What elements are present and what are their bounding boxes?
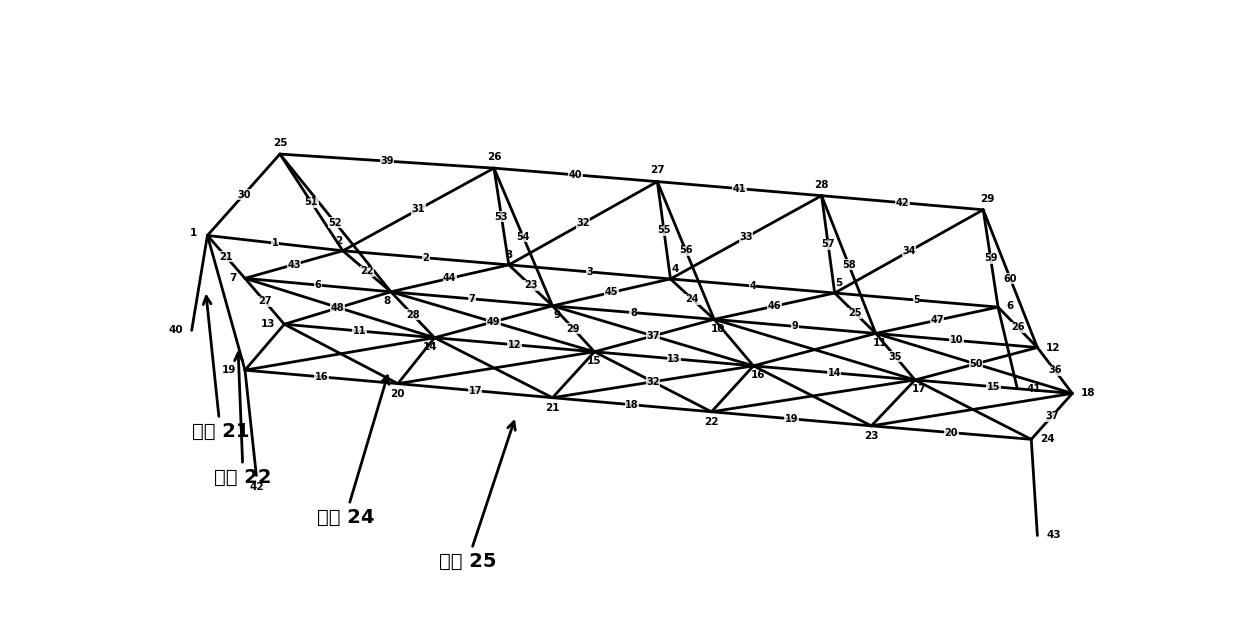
Text: 单元 24: 单元 24 [316, 376, 389, 527]
Text: 43: 43 [288, 259, 300, 270]
Text: 14: 14 [423, 342, 438, 352]
Text: 9: 9 [553, 310, 560, 320]
Text: 4: 4 [671, 264, 678, 274]
Text: 25: 25 [273, 138, 288, 148]
Text: 10: 10 [712, 324, 725, 334]
Text: 7: 7 [469, 294, 475, 304]
Text: 53: 53 [495, 212, 508, 221]
Text: 40: 40 [169, 326, 184, 335]
Text: 24: 24 [686, 294, 699, 304]
Text: 5: 5 [913, 295, 920, 305]
Text: 60: 60 [1003, 273, 1017, 284]
Text: 36: 36 [1048, 366, 1061, 375]
Text: 26: 26 [1011, 322, 1024, 332]
Text: 40: 40 [569, 170, 583, 180]
Text: 32: 32 [577, 218, 590, 228]
Text: 17: 17 [913, 384, 926, 394]
Text: 34: 34 [903, 246, 915, 256]
Text: 5: 5 [836, 278, 843, 288]
Text: 44: 44 [443, 273, 456, 283]
Text: 37: 37 [646, 331, 660, 341]
Text: 单元 25: 单元 25 [439, 422, 515, 570]
Text: 15: 15 [987, 382, 1001, 392]
Text: 30: 30 [237, 190, 250, 200]
Text: 26: 26 [487, 152, 501, 162]
Text: 21: 21 [546, 403, 559, 413]
Text: 9: 9 [791, 321, 799, 331]
Text: 59: 59 [983, 253, 997, 263]
Text: 23: 23 [864, 431, 879, 441]
Text: 51: 51 [305, 197, 319, 207]
Text: 11: 11 [873, 338, 888, 348]
Text: 48: 48 [331, 303, 345, 313]
Text: 3: 3 [587, 267, 593, 277]
Text: 49: 49 [487, 317, 500, 327]
Text: 55: 55 [657, 225, 671, 235]
Text: 1: 1 [190, 228, 197, 238]
Text: 20: 20 [391, 389, 405, 399]
Text: 56: 56 [680, 245, 692, 256]
Text: 58: 58 [842, 259, 856, 270]
Text: 12: 12 [507, 340, 521, 350]
Text: 57: 57 [821, 239, 835, 249]
Text: 46: 46 [768, 301, 781, 311]
Text: 29: 29 [567, 324, 580, 334]
Text: 43: 43 [1047, 530, 1060, 541]
Text: 33: 33 [739, 232, 753, 242]
Text: 8: 8 [383, 296, 391, 306]
Text: 22: 22 [704, 417, 719, 427]
Text: 单元 22: 单元 22 [215, 353, 272, 487]
Text: 27: 27 [258, 296, 272, 307]
Text: 29: 29 [981, 193, 994, 204]
Text: 45: 45 [605, 287, 619, 298]
Text: 22: 22 [360, 266, 373, 276]
Text: 17: 17 [469, 385, 482, 396]
Text: 13: 13 [667, 354, 681, 364]
Text: 21: 21 [219, 252, 233, 262]
Text: 28: 28 [405, 310, 419, 320]
Text: 28: 28 [815, 179, 828, 190]
Text: 15: 15 [588, 356, 601, 366]
Text: 35: 35 [889, 352, 903, 362]
Text: 32: 32 [646, 377, 660, 387]
Text: 4: 4 [749, 281, 756, 291]
Text: 37: 37 [1045, 411, 1059, 422]
Text: 23: 23 [525, 280, 537, 291]
Text: 18: 18 [1081, 389, 1096, 398]
Text: 24: 24 [1040, 434, 1054, 445]
Text: 31: 31 [412, 204, 425, 214]
Text: 14: 14 [827, 368, 841, 378]
Text: 单元 21: 单元 21 [192, 296, 249, 441]
Text: 41: 41 [1025, 384, 1040, 394]
Text: 52: 52 [329, 218, 342, 228]
Text: 13: 13 [262, 319, 275, 329]
Text: 18: 18 [625, 400, 639, 410]
Text: 50: 50 [970, 359, 983, 369]
Text: 19: 19 [785, 414, 799, 424]
Text: 16: 16 [315, 372, 329, 382]
Text: 3: 3 [505, 250, 512, 260]
Text: 7: 7 [229, 273, 237, 283]
Text: 2: 2 [423, 253, 429, 263]
Text: 41: 41 [733, 184, 746, 193]
Text: 2: 2 [335, 236, 342, 246]
Text: 54: 54 [517, 232, 529, 242]
Text: 47: 47 [930, 315, 944, 325]
Text: 25: 25 [848, 308, 862, 318]
Text: 27: 27 [650, 165, 665, 176]
Text: 42: 42 [249, 481, 264, 492]
Text: 8: 8 [630, 308, 637, 317]
Text: 16: 16 [750, 370, 765, 380]
Text: 11: 11 [352, 326, 366, 336]
Text: 1: 1 [272, 238, 279, 248]
Text: 19: 19 [222, 365, 237, 375]
Text: 42: 42 [895, 198, 909, 208]
Text: 6: 6 [315, 280, 321, 290]
Text: 10: 10 [950, 335, 963, 345]
Text: 39: 39 [381, 156, 394, 166]
Text: 12: 12 [1047, 343, 1060, 352]
Text: 6: 6 [1007, 301, 1014, 311]
Text: 20: 20 [945, 427, 959, 438]
